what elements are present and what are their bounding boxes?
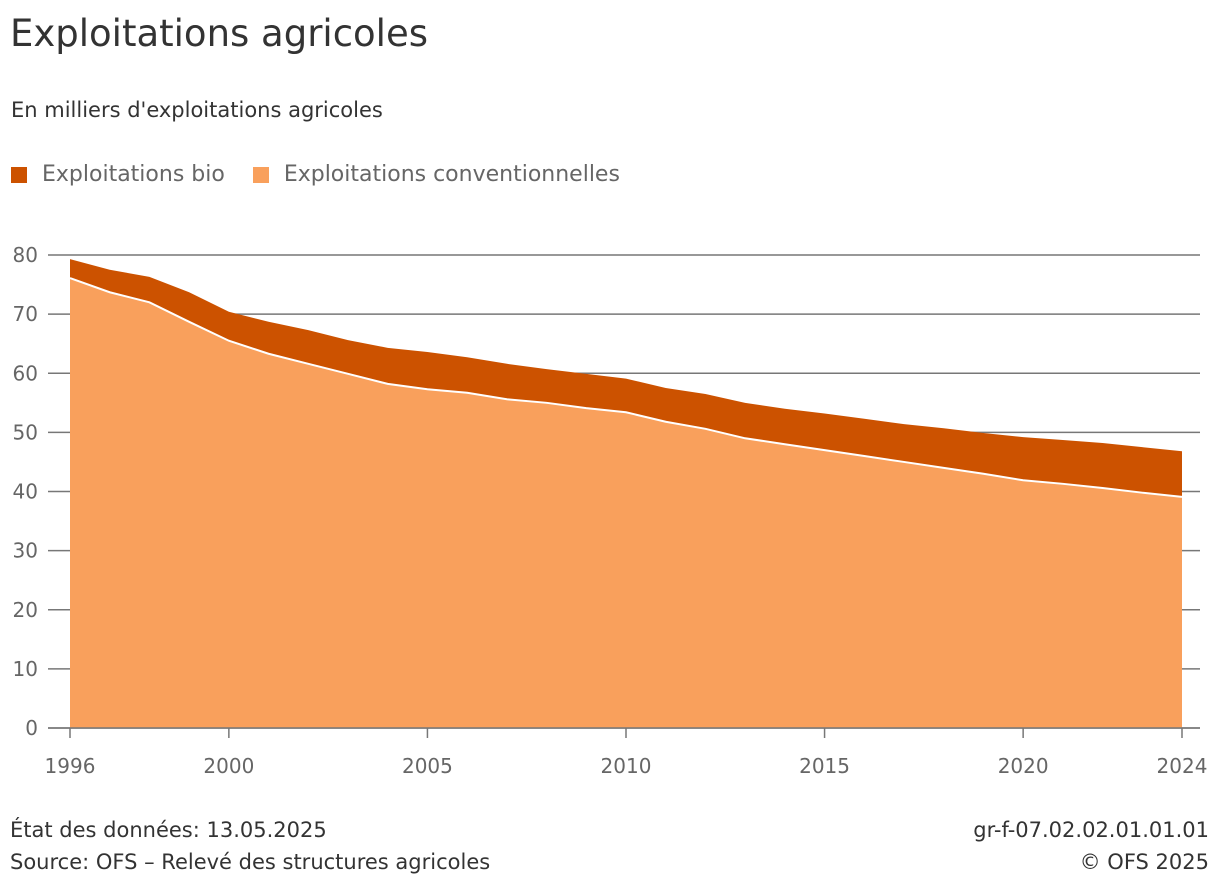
data-date: État des données: 13.05.2025 <box>10 818 327 842</box>
x-tick-label: 2005 <box>402 754 453 778</box>
legend-label-conventional: Exploitations conventionnelles <box>283 162 620 187</box>
legend-label-bio: Exploitations bio <box>42 162 225 187</box>
legend-swatch-conventional <box>252 166 269 183</box>
x-tick-label: 2000 <box>203 754 254 778</box>
y-tick-label: 30 <box>13 539 38 563</box>
series-boundary-line <box>69 277 1183 498</box>
y-tick-label: 40 <box>13 480 38 504</box>
legend: Exploitations bio Exploitations conventi… <box>11 162 648 187</box>
data-source: Source: OFS – Relevé des structures agri… <box>10 850 491 874</box>
x-tick-label: 1996 <box>45 754 96 778</box>
chart-code: gr-f-07.02.02.01.01.01 <box>973 818 1209 842</box>
y-tick-label: 20 <box>13 598 38 622</box>
y-tick-label: 50 <box>13 420 38 444</box>
area-conventional <box>70 278 1182 728</box>
x-tick-label: 2020 <box>998 754 1049 778</box>
y-tick-label: 80 <box>13 243 38 267</box>
y-tick-label: 0 <box>25 716 38 740</box>
x-tick-label: 2015 <box>799 754 850 778</box>
chart-title: Exploitations agricoles <box>10 12 429 55</box>
legend-item-bio[interactable]: Exploitations bio <box>11 162 225 187</box>
y-tick-label: 10 <box>13 657 38 681</box>
legend-item-conventional[interactable]: Exploitations conventionnelles <box>252 162 620 187</box>
y-tick-label: 70 <box>13 302 38 326</box>
copyright: © OFS 2025 <box>1079 850 1209 874</box>
chart-subtitle: En milliers d'exploitations agricoles <box>11 98 383 122</box>
x-tick-label: 2010 <box>601 754 652 778</box>
area-bio <box>70 259 1182 497</box>
x-tick-label: 2024 <box>1157 754 1208 778</box>
y-tick-label: 60 <box>13 361 38 385</box>
legend-swatch-bio <box>11 166 27 183</box>
